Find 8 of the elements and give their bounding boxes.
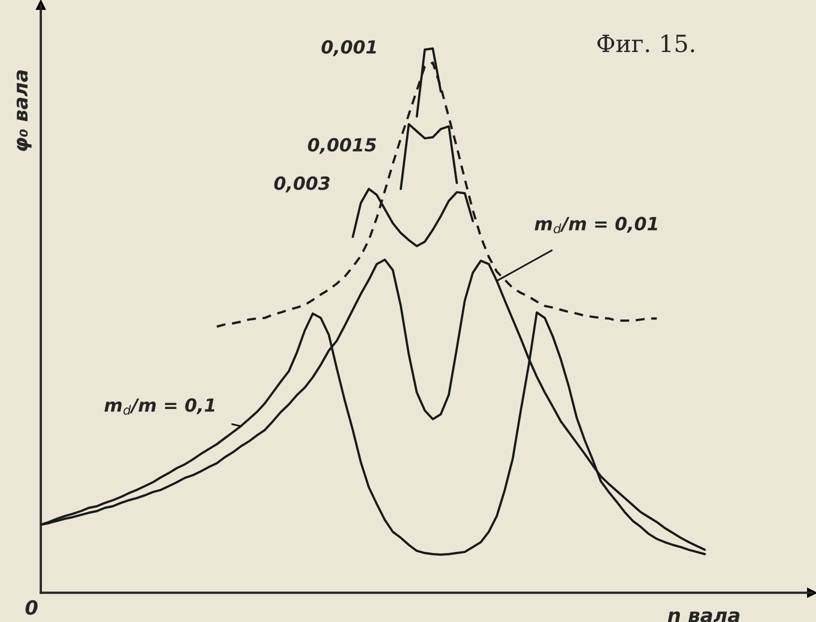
text: 0,001	[322, 40, 376, 56]
series-label: m$_{d}$/m = 0,1	[104, 398, 214, 415]
text: 0	[25, 600, 38, 615]
series-label: 0,003	[274, 176, 330, 192]
chart-title: Фиг. 15.	[597, 34, 694, 52]
series-label: 0,0015	[308, 138, 376, 154]
y-axis-title: φ₀ вала	[16, 70, 32, 151]
text: m$_{d}$/m = 0,01	[534, 216, 658, 234]
